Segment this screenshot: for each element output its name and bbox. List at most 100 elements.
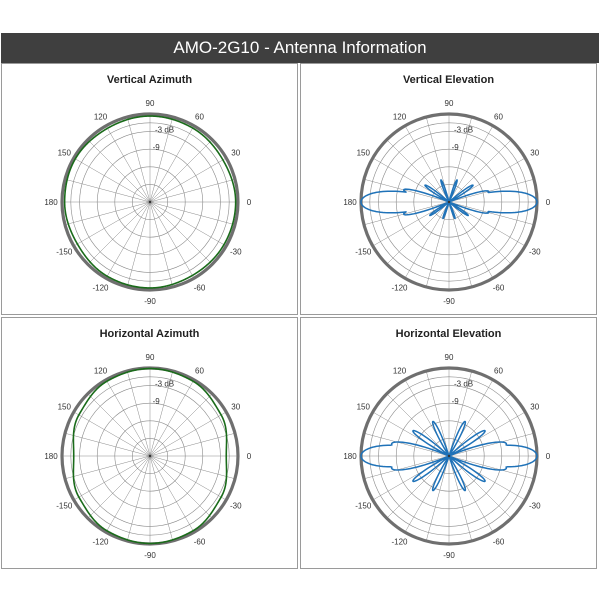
grid-spoke [149, 139, 213, 203]
angle-label: 120 [393, 366, 407, 375]
grid-spoke [448, 178, 535, 203]
center-dot [148, 200, 152, 204]
angle-label: 0 [247, 198, 252, 207]
angle-label: 150 [357, 149, 371, 158]
grid-spoke [149, 370, 174, 457]
grid-spoke [87, 455, 151, 519]
grid-spoke [105, 125, 151, 203]
grid-spoke [425, 370, 450, 457]
grid-spoke [64, 201, 151, 226]
panel-vertical-elevation: Vertical Elevation 0 30 60 90 120 150 180 -150 -… [300, 63, 597, 315]
grid-spoke [363, 455, 450, 480]
grid-spoke [73, 455, 151, 501]
angle-label: 180 [44, 452, 58, 461]
angle-label: -150 [355, 502, 372, 511]
angle-label: -60 [194, 538, 206, 547]
angle-label: 60 [494, 112, 503, 121]
chart-grid: Vertical Azimuth 0 30 60 90 120 150 180 -150 -12… [0, 63, 600, 573]
angle-label: 60 [195, 112, 204, 121]
chart-title: Vertical Elevation [402, 74, 495, 86]
ring-label: -9 [452, 397, 460, 406]
angle-label: -90 [144, 297, 156, 306]
grid-spoke [386, 201, 450, 265]
grid-spoke [448, 125, 494, 203]
angle-label: -90 [443, 297, 455, 306]
polar-chart-vertical-elevation: 0 30 60 90 120 150 180 -150 -120 -90 -60 -30 -3 dB -9 [343, 99, 550, 306]
grid-spoke [149, 201, 227, 247]
angle-label: 150 [357, 403, 371, 412]
angle-label: -30 [230, 502, 242, 511]
grid-spoke [64, 178, 151, 203]
polar-chart-horizontal-azimuth: 0 30 60 90 120 150 180 -150 -120 -90 -60 -30 -3 dB -9 [44, 353, 252, 560]
center-dot [148, 454, 152, 458]
angle-label: -120 [92, 284, 109, 293]
angle-label: 180 [44, 198, 58, 207]
grid-spoke [425, 455, 450, 542]
angle-label: -60 [493, 538, 505, 547]
grid-spoke [149, 455, 174, 542]
angle-label: 0 [247, 452, 252, 461]
outer-ring [60, 112, 240, 292]
grid-spoke [363, 201, 450, 226]
angle-label: 150 [58, 403, 72, 412]
center-dot [447, 454, 451, 458]
angle-label: -120 [391, 538, 408, 547]
angle-label: 60 [195, 366, 204, 375]
grid-spoke [126, 116, 151, 203]
angle-label: 30 [231, 149, 240, 158]
series-trace [360, 420, 538, 492]
grid-spoke [363, 178, 450, 203]
series-trace [72, 367, 228, 545]
angle-label: 60 [494, 366, 503, 375]
grid-spoke [386, 455, 450, 519]
grid-spoke [126, 201, 151, 288]
angle-label: -150 [355, 248, 372, 257]
panel-vertical-azimuth: Vertical Azimuth 0 30 60 90 120 150 180 -150 -12… [1, 63, 298, 315]
ring-label: -3 dB [454, 380, 473, 389]
angle-label: -30 [230, 248, 242, 257]
grid-spoke [126, 455, 151, 542]
grid-spoke [105, 455, 151, 533]
page-header: AMO-2G10 - Antenna Information [1, 33, 599, 63]
angle-label: -60 [194, 284, 206, 293]
angle-label: 90 [146, 353, 155, 362]
panel-horizontal-elevation: Horizontal Elevation 0 30 60 90 120 150 180 -15… [300, 317, 597, 569]
grid-spoke [149, 455, 213, 519]
grid-spoke [73, 411, 151, 457]
grid-spoke [386, 393, 450, 457]
angle-label: 30 [530, 403, 539, 412]
angle-label: 150 [58, 149, 72, 158]
grid-spoke [149, 455, 236, 480]
angle-label: -150 [56, 248, 73, 257]
angle-label: -150 [56, 502, 73, 511]
grid-spoke [149, 201, 174, 288]
grid-spoke [448, 455, 535, 480]
grid-spoke [149, 201, 213, 265]
angle-label: -90 [443, 551, 455, 560]
angle-label: -120 [391, 284, 408, 293]
polar-grid [60, 112, 240, 292]
angle-label: -60 [493, 284, 505, 293]
grid-spoke [448, 432, 535, 457]
angle-label: 30 [530, 149, 539, 158]
angle-label: 120 [94, 366, 108, 375]
polar-chart-vertical-azimuth: 0 30 60 90 120 150 180 -150 -120 -90 -60 -30 -3 dB -9 [44, 99, 252, 306]
ring-label: -3 dB [155, 126, 174, 135]
grid-spoke [149, 455, 227, 501]
grid-spoke [149, 157, 227, 203]
grid-spoke [105, 201, 151, 279]
grid-spoke [425, 201, 450, 288]
angle-label: -90 [144, 551, 156, 560]
grid-spoke [64, 455, 151, 480]
center-dot [447, 200, 451, 204]
angle-label: -30 [529, 248, 541, 257]
grid-spoke [149, 411, 227, 457]
angle-label: 90 [445, 353, 454, 362]
chart-title: Horizontal Azimuth [99, 328, 200, 340]
grid-spoke [386, 139, 450, 203]
grid-spoke [73, 201, 151, 247]
angle-label: 0 [546, 452, 551, 461]
ring-label: -9 [153, 143, 161, 152]
polar-chart-horizontal-elevation: 0 30 60 90 120 150 180 -150 -120 -90 -60 -30 -3 dB -9 [343, 353, 551, 560]
grid-spoke [149, 432, 236, 457]
